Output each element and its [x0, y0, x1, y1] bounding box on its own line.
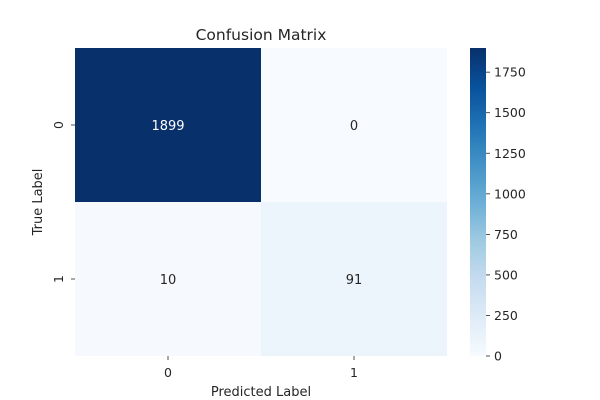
colorbar-tick-label: 0: [494, 349, 502, 364]
heatmap-cell-r0-c1: [261, 48, 447, 202]
heatmap-cell-r1-c1: [261, 202, 447, 356]
x-tick-label: 1: [350, 365, 358, 380]
y-tick-label: 0: [51, 121, 66, 129]
heatmap-cell-r1-c0: [75, 202, 261, 356]
cell-value-r0-c0: 1899: [151, 119, 184, 134]
y-tick-label: 1: [51, 275, 66, 283]
cell-value-r1-c1: 91: [346, 273, 363, 288]
colorbar-tick-label: 500: [494, 267, 518, 282]
colorbar-tick-label: 250: [494, 308, 518, 323]
chart-title: Confusion Matrix: [196, 26, 327, 44]
colorbar-tick-label: 750: [494, 227, 518, 242]
x-tick-label: 0: [164, 365, 172, 380]
colorbar: [470, 48, 486, 356]
colorbar-tick-label: 1750: [494, 65, 526, 80]
colorbar-tick-label: 1250: [494, 146, 526, 161]
heatmap-cells: [75, 48, 447, 356]
y-axis-label: True Label: [31, 169, 46, 237]
colorbar-tick-label: 1000: [494, 186, 526, 201]
x-axis-label: Predicted Label: [211, 385, 311, 400]
heatmap-cell-labels: 1899 0 10 91: [151, 119, 362, 288]
colorbar-tick-label: 1500: [494, 105, 526, 120]
cell-value-r0-c1: 0: [350, 119, 358, 134]
colorbar-ticks: 0 250 500 750 1000 1250 1500 1750: [486, 65, 526, 364]
heatmap-cell-r0-c0: [75, 48, 261, 202]
y-axis-ticks: 01: [51, 121, 75, 283]
cell-value-r1-c0: 10: [160, 273, 177, 288]
